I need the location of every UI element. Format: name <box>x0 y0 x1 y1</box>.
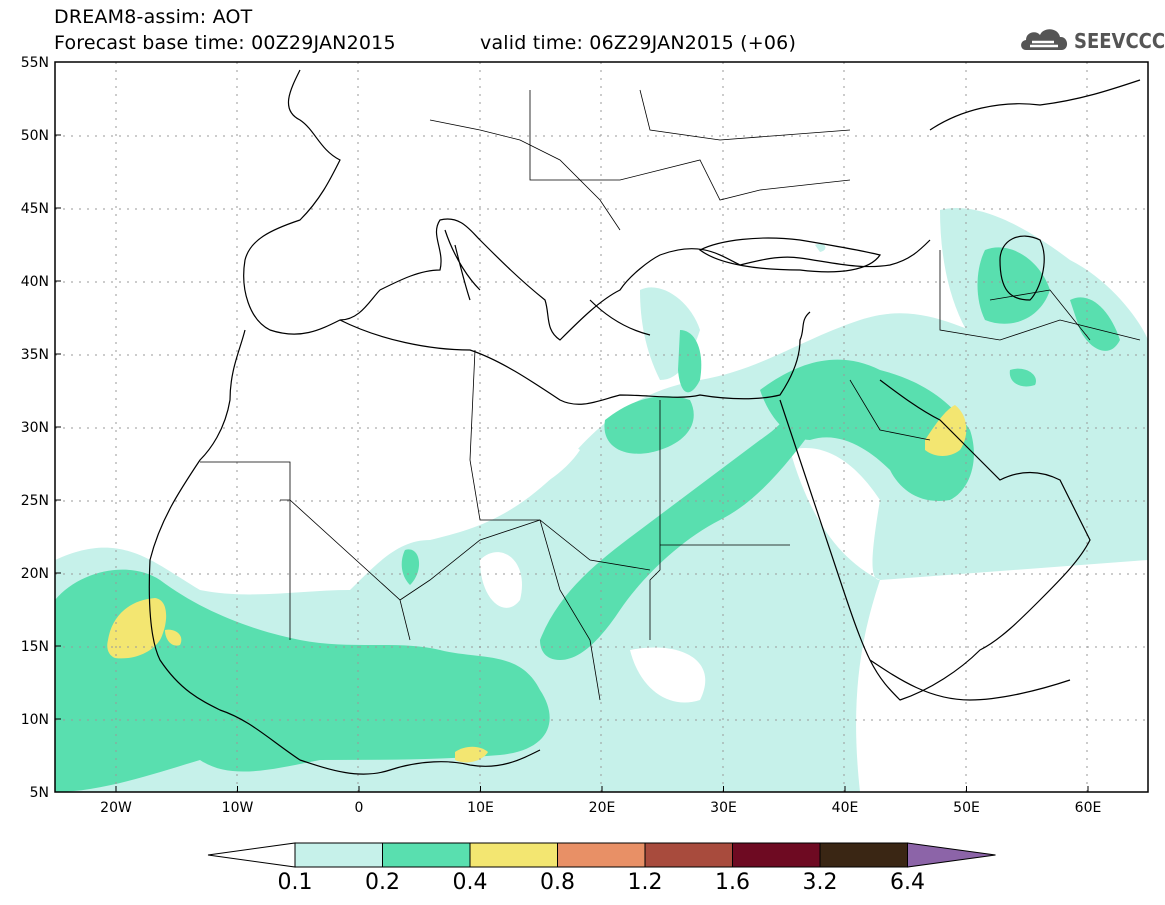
aot-band-0.2-0.4 <box>55 247 1120 792</box>
lat-tick-label: 10N <box>21 712 49 728</box>
lon-tick-label: 10W <box>222 800 254 816</box>
colorbar-label: 0.4 <box>452 870 488 895</box>
aot-field <box>55 62 1148 792</box>
valid-time: valid time: 06Z29JAN2015 (+06) <box>480 32 797 54</box>
colorbar-label: 3.2 <box>802 870 838 895</box>
logo-text: SEEVCCC <box>1074 29 1165 53</box>
colorbar-bin <box>469 842 558 868</box>
lon-tick-label: 30E <box>710 800 737 816</box>
colorbar-label: 1.6 <box>715 870 750 895</box>
lon-tick-label: 10E <box>467 800 494 816</box>
lat-tick-label: 15N <box>21 639 49 655</box>
country-borders <box>200 89 1141 701</box>
lon-tick-label: 20W <box>100 800 132 816</box>
colorbar-bin <box>732 842 821 868</box>
lon-tick-label: 20E <box>589 800 616 816</box>
colorbar-bin <box>644 842 733 868</box>
colorbar-label: 6.4 <box>890 870 925 895</box>
colorbar-bin <box>294 842 383 868</box>
colorbar-label: 0.2 <box>365 870 400 895</box>
lat-tick-label: 20N <box>21 566 49 582</box>
lat-tick-label: 55N <box>21 55 49 71</box>
lat-tick-label: 45N <box>21 201 49 217</box>
colorbar-bin <box>819 842 908 868</box>
map-grid <box>55 62 1148 792</box>
colorbar <box>207 842 996 868</box>
lat-tick-labels: 55N 50N 45N 40N 35N 30N 25N 20N 15N 10N 5N <box>21 55 61 801</box>
coastlines <box>148 69 1141 775</box>
lat-tick-label: 40N <box>21 274 49 290</box>
colorbar-label: 0.8 <box>540 870 575 895</box>
seevccc-logo: SEEVCCC <box>1018 22 1165 58</box>
cloud-icon <box>1021 29 1068 50</box>
lat-tick-label: 35N <box>21 347 49 363</box>
lon-tick-label: 50E <box>953 800 980 816</box>
map-title: DREAM8-assim: AOT <box>54 6 253 28</box>
lon-tick-labels: 20W 10W 0 10E 20E 30E 40E 50E 60E <box>100 786 1101 816</box>
forecast-base-time: Forecast base time: 00Z29JAN2015 <box>54 32 396 54</box>
lon-tick-label: 60E <box>1075 800 1102 816</box>
colorbar-under-arrow <box>207 842 296 868</box>
lat-tick-label: 30N <box>21 420 49 436</box>
colorbar-label: 0.1 <box>277 870 313 895</box>
colorbar-bin <box>382 842 471 868</box>
lat-tick-label: 5N <box>30 785 49 801</box>
colorbar-bin <box>557 842 646 868</box>
lat-tick-label: 25N <box>21 493 49 509</box>
lat-tick-label: 50N <box>21 128 49 144</box>
aot-clear-areas <box>55 380 1148 792</box>
lon-tick-label: 0 <box>355 800 364 816</box>
lon-tick-label: 40E <box>832 800 859 816</box>
colorbar-label: 1.2 <box>627 870 663 895</box>
colorbar-over-arrow <box>907 842 996 868</box>
